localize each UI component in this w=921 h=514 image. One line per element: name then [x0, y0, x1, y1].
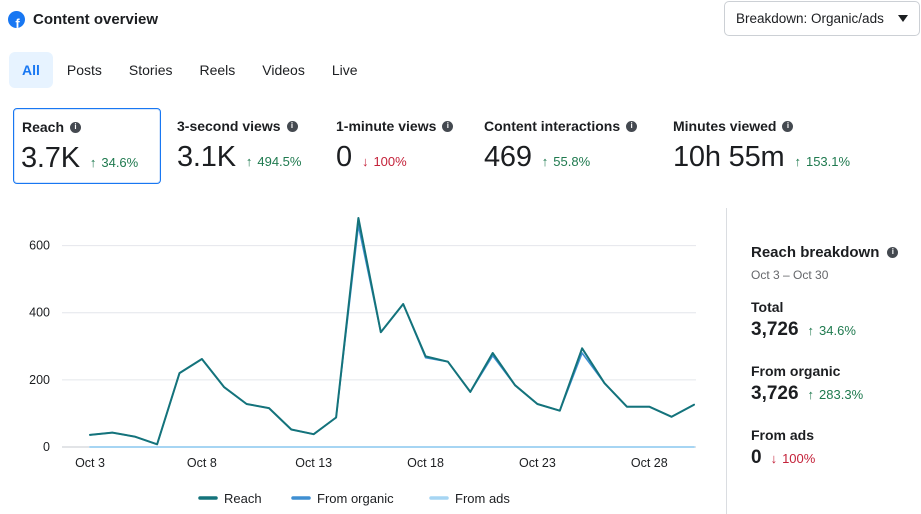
- metric-value: 10h 55m: [673, 141, 785, 173]
- page-title: Content overview: [33, 10, 159, 28]
- breakdown-ads: From ads 0 ↓ 100%: [751, 427, 815, 469]
- metric-label: Content interactions i: [484, 118, 638, 134]
- breakdown-total: Total 3,726 ↑ 34.6%: [751, 299, 856, 341]
- metric-delta: ↓ 100%: [361, 154, 407, 169]
- metric-value: 0: [336, 141, 352, 173]
- series-line-from-organic: [89, 224, 695, 446]
- tab-reels[interactable]: Reels: [199, 62, 236, 78]
- info-icon[interactable]: i: [782, 120, 794, 132]
- metric-value: 3.7K: [21, 142, 80, 174]
- metric-delta: ↑ 153.1%: [794, 154, 851, 169]
- x-tick-label: Oct 18: [407, 456, 444, 470]
- reach-breakdown-panel: Reach breakdown i Oct 3 – Oct 30 Total 3,…: [751, 242, 921, 468]
- arrow-up-icon: ↑: [89, 155, 97, 170]
- metric-label: 1-minute views i: [336, 118, 454, 134]
- arrow-up-icon: ↑: [794, 154, 801, 169]
- metric-label: 3-second views i: [177, 118, 298, 134]
- panel-divider: [726, 208, 727, 514]
- info-icon[interactable]: i: [286, 120, 298, 132]
- arrow-up-icon: ↑: [807, 323, 815, 338]
- reach-breakdown-title: Reach breakdown i: [751, 242, 921, 262]
- metric-card-reach[interactable]: Reach i 3.7K ↑ 34.6%: [13, 108, 161, 184]
- facebook-logo-icon: f: [8, 10, 25, 28]
- tab-all[interactable]: All: [9, 52, 53, 88]
- legend-label: Reach: [224, 491, 262, 506]
- legend-label: From ads: [455, 491, 510, 506]
- date-range: Oct 3 – Oct 30: [751, 268, 829, 282]
- breakdown-delta: ↑ 283.3%: [807, 387, 864, 402]
- info-icon[interactable]: i: [442, 120, 454, 132]
- info-icon[interactable]: i: [887, 246, 899, 258]
- info-icon[interactable]: i: [70, 121, 82, 133]
- arrow-up-icon: ↑: [541, 154, 549, 169]
- metric-card-3-second-views[interactable]: 3-second views i 3.1K ↑ 494.5%: [177, 108, 327, 184]
- breakdown-value: 0: [751, 447, 762, 468]
- y-tick-label: 200: [29, 373, 50, 387]
- legend-label: From organic: [317, 491, 394, 506]
- x-tick-label: Oct 28: [631, 456, 668, 470]
- breakdown-value: 3,726: [751, 383, 799, 404]
- breakdown-organic: From organic 3,726 ↑ 283.3%: [751, 363, 863, 405]
- metric-value: 469: [484, 141, 532, 173]
- breakdown-delta: ↑ 34.6%: [807, 323, 856, 338]
- breakdown-value: 3,726: [751, 319, 799, 340]
- x-tick-label: Oct 8: [187, 456, 217, 470]
- tab-videos[interactable]: Videos: [262, 62, 305, 78]
- info-icon[interactable]: i: [626, 120, 638, 132]
- tab-stories[interactable]: Stories: [128, 62, 173, 78]
- metric-label: Minutes viewed i: [673, 118, 794, 134]
- metric-label: Reach i: [22, 119, 82, 135]
- y-tick-label: 400: [29, 306, 50, 320]
- arrow-down-icon: ↓: [770, 451, 778, 466]
- arrow-up-icon: ↑: [245, 154, 253, 169]
- page-header: f Content overview: [8, 8, 158, 30]
- metric-delta: ↑ 34.6%: [89, 155, 139, 170]
- metric-value: 3.1K: [177, 141, 236, 173]
- breakdown-label: From ads: [751, 427, 815, 443]
- caret-down-icon: [898, 15, 908, 22]
- metric-delta: ↑ 494.5%: [245, 154, 302, 169]
- content-type-tabs: All Posts Stories Reels Videos Live: [9, 52, 372, 88]
- x-tick-label: Oct 13: [295, 456, 332, 470]
- metric-card-minutes-viewed[interactable]: Minutes viewed i 10h 55m ↑ 153.1%: [673, 108, 888, 184]
- reach-line-chart: 0 200 400 600 Oct 3 Oct 8 Oct 13 Oct 18 Oct 23 Oc…: [29, 217, 696, 506]
- metric-card-content-interactions[interactable]: Content interactions i 469 ↑ 55.8%: [484, 108, 659, 184]
- metric-card-1-minute-views[interactable]: 1-minute views i 0 ↓ 100%: [336, 108, 471, 184]
- y-tick-label: 0: [43, 440, 50, 454]
- breakdown-delta: ↓ 100%: [770, 451, 816, 466]
- breakdown-dropdown-label: Breakdown: Organic/ads: [736, 11, 884, 26]
- arrow-up-icon: ↑: [807, 387, 815, 402]
- series-line-reach: [89, 217, 695, 446]
- metric-delta: ↑ 55.8%: [541, 154, 591, 169]
- y-tick-label: 600: [29, 239, 50, 253]
- tab-live[interactable]: Live: [331, 62, 358, 78]
- x-tick-label: Oct 3: [75, 456, 105, 470]
- x-tick-label: Oct 23: [519, 456, 556, 470]
- breakdown-dropdown[interactable]: Breakdown: Organic/ads: [724, 1, 920, 36]
- arrow-down-icon: ↓: [361, 154, 369, 169]
- breakdown-label: From organic: [751, 363, 841, 379]
- breakdown-label: Total: [751, 299, 784, 315]
- tab-posts[interactable]: Posts: [66, 62, 102, 78]
